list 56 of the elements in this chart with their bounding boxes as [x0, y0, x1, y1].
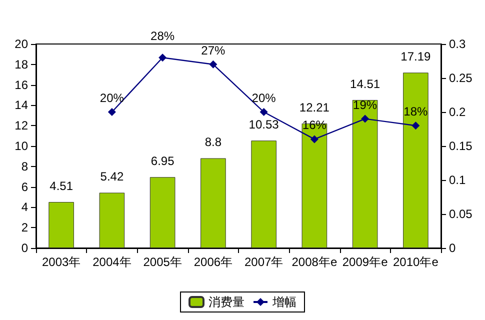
y-tick-label: 12: [14, 118, 28, 133]
data-label: 20%: [100, 91, 124, 105]
y-tick-label: 8: [21, 159, 28, 174]
data-label: 18%: [404, 104, 428, 119]
y-tick-label: 10: [14, 139, 28, 153]
data-label: 8.8: [204, 135, 222, 150]
data-label: 17.19: [400, 50, 432, 64]
y-tick-label: 6: [21, 180, 28, 194]
legend-label: 消费量: [208, 295, 244, 309]
point: [158, 54, 167, 62]
point: [412, 122, 420, 130]
bar: [48, 202, 74, 248]
y-tick-label: 20: [14, 37, 28, 51]
y2-tick-label: 0.25: [449, 71, 473, 85]
data-label: 28%: [150, 29, 175, 43]
bar: [352, 100, 378, 248]
y-tick-label: 0: [21, 241, 28, 255]
y2-tick-label: 0.1: [449, 173, 466, 187]
y2-tick-label: 0.15: [449, 139, 473, 153]
data-label: 10.53: [248, 118, 280, 132]
x-tick-label: 2003年: [42, 255, 81, 269]
point: [209, 60, 218, 68]
x-tick-label: 2008年e: [292, 255, 338, 269]
bar: [99, 192, 125, 248]
y-tick-label: 4: [21, 200, 28, 214]
data-label: 4.51: [50, 179, 74, 193]
y2-tick-label: 0.05: [449, 207, 473, 221]
bar: [150, 177, 176, 248]
bar: [200, 158, 226, 248]
x-tick-label: 2007年: [244, 255, 284, 269]
x-tick-label: 2005年: [143, 255, 182, 269]
x-tick-label: 2006年: [194, 255, 233, 269]
y2-tick-label: 0.2: [449, 105, 466, 119]
legend-label: 增幅: [272, 295, 296, 309]
y2-tick-label: 0: [449, 241, 456, 255]
y-tick-label: 2: [21, 220, 28, 235]
data-label: 6.95: [150, 154, 175, 168]
y-tick-label: 18: [14, 57, 28, 72]
bar: [251, 140, 276, 248]
data-label: 19%: [353, 98, 378, 112]
data-label: 20%: [252, 91, 276, 105]
point: [361, 114, 370, 123]
y-tick-label: 14: [14, 98, 28, 112]
point: [310, 135, 318, 144]
y-tick-label: 16: [14, 78, 28, 92]
point: [260, 108, 268, 116]
data-label: 27%: [201, 43, 226, 58]
point: [108, 108, 116, 116]
bar: [403, 72, 428, 248]
y2-tick-label: 0.3: [449, 37, 466, 51]
x-tick-label: 2004年: [92, 255, 132, 269]
x-tick-label: 2010年e: [393, 255, 439, 269]
x-tick-label: 2009年e: [342, 255, 388, 269]
data-label: 14.51: [350, 77, 380, 91]
data-label: 12.21: [299, 100, 330, 114]
data-label: 5.42: [100, 170, 124, 184]
